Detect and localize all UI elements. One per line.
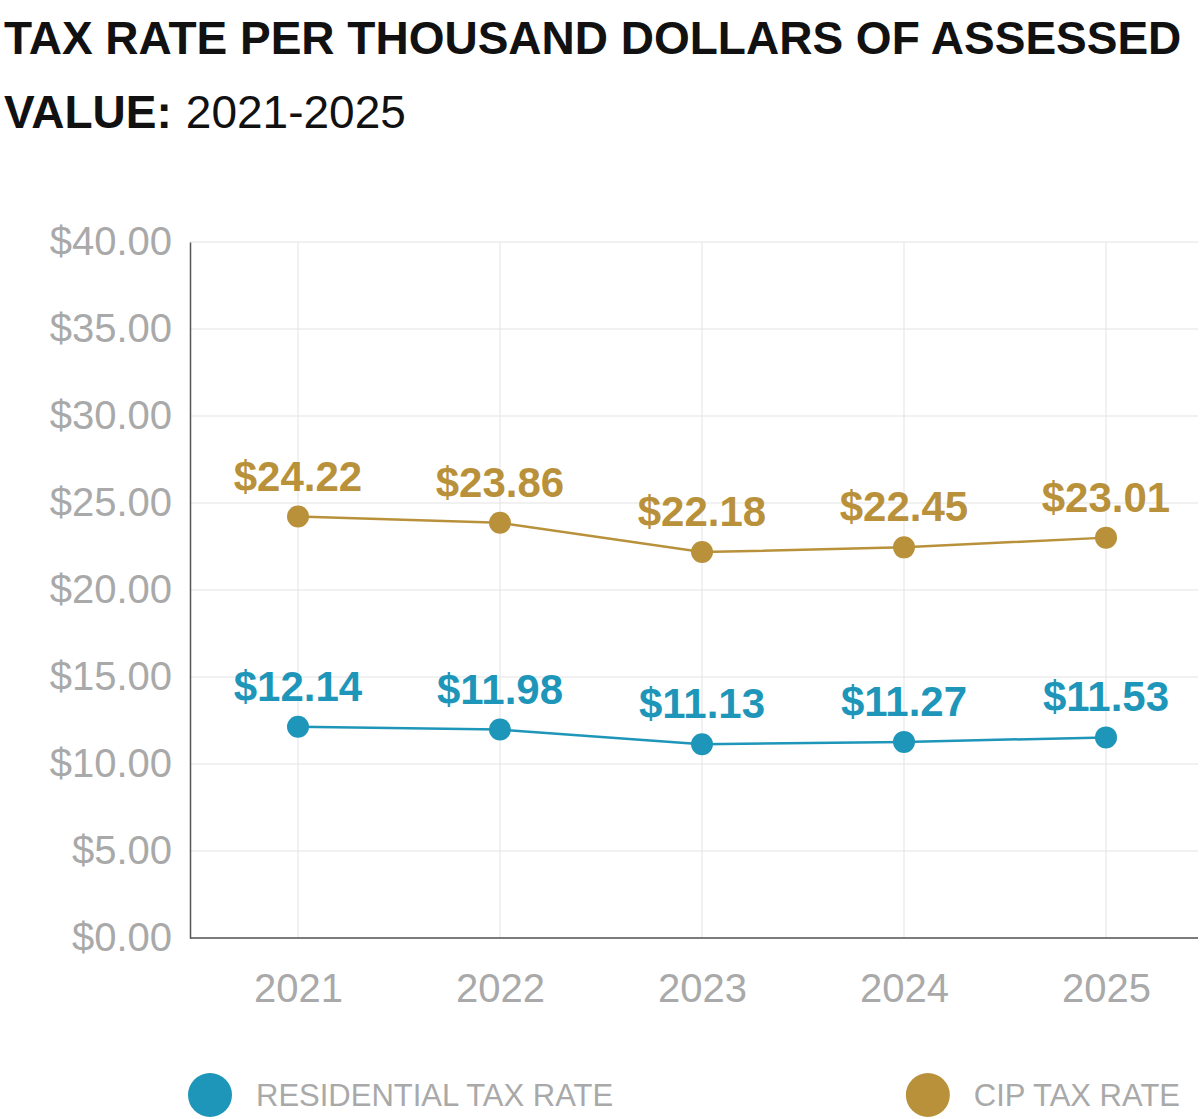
data-label: $11.13 <box>639 680 765 727</box>
y-axis-line <box>190 243 192 939</box>
x-tick-label: 2025 <box>1062 966 1151 1010</box>
point <box>691 733 713 755</box>
data-label: $12.14 <box>234 663 363 710</box>
y-tick: $25.00 <box>50 480 190 524</box>
legend-label: CIP TAX RATE <box>974 1078 1180 1113</box>
grid-line <box>1106 242 1107 938</box>
legend-item: RESIDENTIAL TAX RATE <box>188 1073 613 1117</box>
legend: RESIDENTIAL TAX RATE CIP TAX RATE <box>188 1073 1180 1117</box>
y-tick: $30.00 <box>50 393 190 437</box>
point <box>1095 527 1117 549</box>
point <box>489 719 511 741</box>
y-tick: $5.00 <box>72 828 190 872</box>
y-tick-label: $25.00 <box>50 480 172 524</box>
x-tick-label: 2023 <box>658 966 747 1010</box>
y-tick-label: $15.00 <box>50 654 172 698</box>
grid-line <box>190 938 1198 939</box>
y-tick: $35.00 <box>50 306 190 350</box>
grid-line <box>190 242 1198 243</box>
chart: TAX RATE PER THOUSAND DOLLARS OF ASSESSE… <box>0 0 1200 1119</box>
data-label: $22.45 <box>840 483 968 530</box>
y-tick-label: $35.00 <box>50 306 172 350</box>
point <box>1095 726 1117 748</box>
x-axis-line <box>190 937 1198 939</box>
y-tick-label: $20.00 <box>50 567 172 611</box>
point <box>893 731 915 753</box>
data-label: $23.01 <box>1042 474 1170 521</box>
point <box>287 716 309 738</box>
point <box>287 506 309 528</box>
y-tick: $40.00 <box>50 219 190 263</box>
grid-line <box>190 764 1198 765</box>
legend-swatch <box>188 1073 232 1117</box>
y-tick: $20.00 <box>50 567 190 611</box>
grid <box>190 242 1198 938</box>
grid-line <box>190 416 1198 417</box>
title-line: TAX RATE PER THOUSAND DOLLARS OF ASSESSE… <box>4 12 1181 64</box>
title-line: VALUE: <box>4 86 172 138</box>
title: TAX RATE PER THOUSAND DOLLARS OF ASSESSE… <box>4 12 1181 138</box>
grid-line <box>190 590 1198 591</box>
data-label: $11.98 <box>437 666 563 713</box>
data-label: $11.27 <box>841 678 967 725</box>
legend-label: RESIDENTIAL TAX RATE <box>256 1078 613 1113</box>
x-tick: 2025 <box>1062 938 1151 1010</box>
y-tick: $10.00 <box>50 741 190 785</box>
x-tick: 2022 <box>456 938 545 1010</box>
grid-line <box>298 242 299 938</box>
x-tick: 2024 <box>860 938 949 1010</box>
x-tick-label: 2022 <box>456 966 545 1010</box>
y-tick-label: $30.00 <box>50 393 172 437</box>
x-tick-label: 2024 <box>860 966 949 1010</box>
data-label: $11.53 <box>1043 673 1169 720</box>
x-tick: 2023 <box>658 938 747 1010</box>
subtitle: 2021-2025 <box>186 86 406 138</box>
x-axis: 2021 2022 2023 2024 2025 <box>190 938 1198 1010</box>
legend-item: CIP TAX RATE <box>906 1073 1180 1117</box>
y-tick-label: $10.00 <box>50 741 172 785</box>
point <box>691 541 713 563</box>
grid-line <box>190 851 1198 852</box>
grid-line <box>190 329 1198 330</box>
y-tick-label: $5.00 <box>72 828 172 872</box>
y-tick: $15.00 <box>50 654 190 698</box>
grid-line <box>500 242 501 938</box>
y-tick-label: $40.00 <box>50 219 172 263</box>
data-label: $24.22 <box>234 453 362 500</box>
grid-line <box>702 242 703 938</box>
x-tick-label: 2021 <box>254 966 343 1010</box>
y-tick: $0.00 <box>72 915 190 959</box>
y-tick-label: $0.00 <box>72 915 172 959</box>
point <box>893 536 915 558</box>
y-axis: $0.00 $5.00 $10.00 $15.00 $20.00 $25.00 $30.00… <box>50 219 191 959</box>
data-label: $22.18 <box>638 488 766 535</box>
legend-swatch <box>906 1073 950 1117</box>
data-labels: $12.14 $11.98 $11.13 $11.27 $11.53 $24.22 $23.… <box>234 453 1170 728</box>
data-label: $23.86 <box>436 459 564 506</box>
point <box>489 512 511 534</box>
x-tick: 2021 <box>254 938 343 1010</box>
plot-area <box>287 506 1117 756</box>
grid-line <box>904 242 905 938</box>
